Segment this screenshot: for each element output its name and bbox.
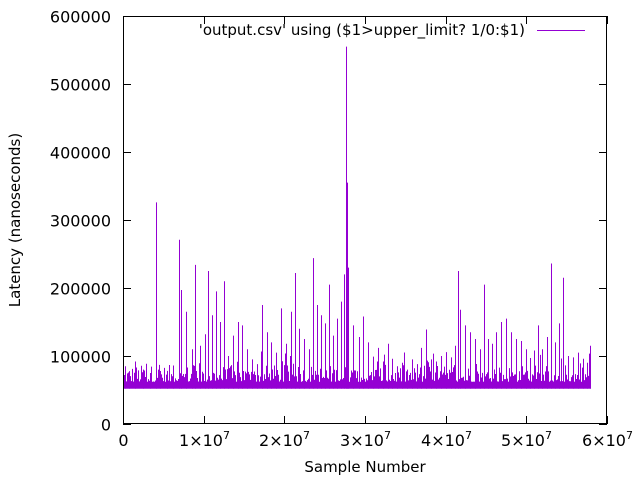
baseline-noise-band [123,381,591,389]
x-tick-label-exponent: 7 [223,429,230,442]
x-tick-label: 3×107 [340,429,391,450]
x-tick-label-exponent: 7 [545,429,552,442]
x-tick-label-mantissa: 1×10 [179,431,223,450]
x-tick-label-mantissa: 4×10 [421,431,465,450]
y-tick-label: 400000 [50,144,111,163]
x-tick-label-mantissa: 6×10 [582,431,626,450]
x-tick-label: 1×107 [179,429,230,450]
y-tick-label: 500000 [50,76,111,95]
y-tick-label: 100000 [50,348,111,367]
series-spikes [123,46,591,389]
x-tick-label-mantissa: 2×10 [259,431,303,450]
x-tick-label: 6×107 [582,429,633,450]
x-tick-label-exponent: 7 [626,429,633,442]
x-tick-label-exponent: 7 [465,429,472,442]
x-axis-title: Sample Number [304,458,426,476]
x-tick-label: 4×107 [421,429,472,450]
x-tick-label: 2×107 [259,429,310,450]
x-tick-label-exponent: 7 [303,429,310,442]
x-tick-label-mantissa: 3×10 [340,431,384,450]
y-tick-label: 200000 [50,280,111,299]
x-tick-label: 5×107 [501,429,552,450]
x-tick-label-exponent: 7 [384,429,391,442]
y-axis-title: Latency (nanoseconds) [6,133,24,307]
y-tick-label: 0 [101,416,111,435]
plot-frame [123,16,607,424]
legend: 'output.csv' using ($1>upper_limit? 1/0:… [199,21,585,40]
x-tick-label-mantissa: 5×10 [501,431,545,450]
series-baseline-band [123,381,591,389]
y-tick-label: 600000 [50,8,111,27]
legend-label: 'output.csv' using ($1>upper_limit? 1/0:… [199,21,525,40]
y-tick-label: 300000 [50,212,111,231]
x-tick-label: 0 [118,431,128,450]
axis-tick-labels: 0 100000 200000 300000 400000 500000 600000 0 1×… [50,8,633,451]
